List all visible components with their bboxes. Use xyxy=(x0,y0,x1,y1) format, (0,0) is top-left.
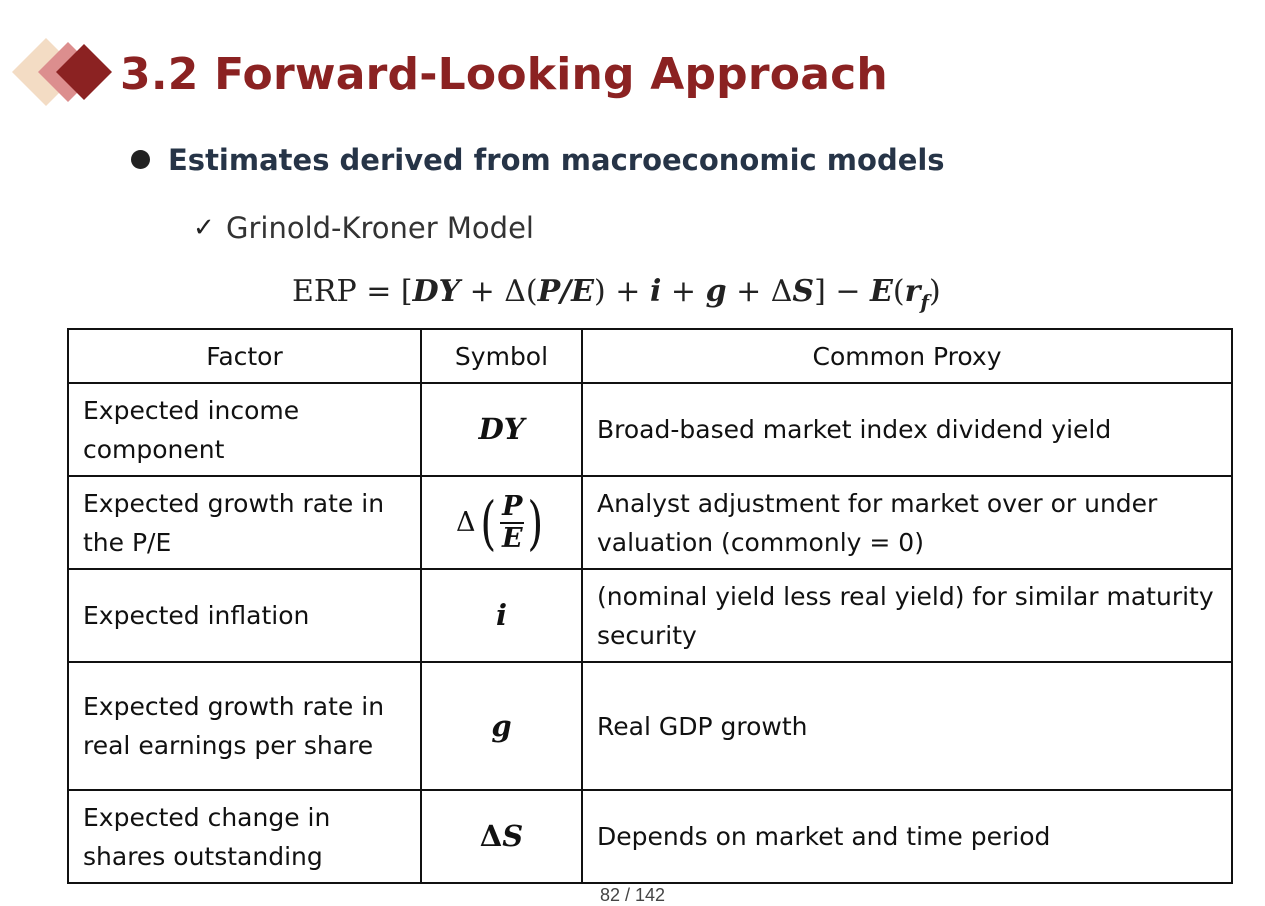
factor-cell: Expected income component xyxy=(67,382,422,477)
proxy-cell: Real GDP growth xyxy=(581,661,1233,791)
delta-symbol: Δ xyxy=(479,819,503,853)
page-number: 82 / 142 xyxy=(600,885,666,905)
formula-part: ] − xyxy=(814,274,871,309)
header-factor: Factor xyxy=(67,328,422,384)
formula-part: ( xyxy=(892,274,905,309)
table-row: Expected inflation i (nominal yield less… xyxy=(67,568,1233,663)
formula-part: + xyxy=(661,274,706,309)
table-row: Expected income component DY Broad-based… xyxy=(67,382,1233,477)
header-symbol: Symbol xyxy=(420,328,583,384)
factor-cell: Expected growth rate in real earnings pe… xyxy=(67,661,422,791)
formula-e: E xyxy=(870,274,893,309)
formula-part: ) + xyxy=(594,274,650,309)
symbol-cell: i xyxy=(420,568,583,663)
erp-formula: ERP = [DY + Δ(P/E) + i + g + ΔS] − E(rf) xyxy=(292,268,941,326)
formula-part: ) xyxy=(929,274,941,309)
factor-cell: Expected change in shares outstanding xyxy=(67,789,422,884)
diamond-cluster-icon xyxy=(12,38,112,106)
proxy-cell: Analyst adjustment for market over or un… xyxy=(581,475,1233,570)
formula-part: + Δ( xyxy=(460,274,538,309)
symbol-s: S xyxy=(502,819,524,853)
formula-part: + Δ xyxy=(726,274,793,309)
model-name: Grinold-Kroner Model xyxy=(226,211,534,245)
fraction-denominator: E xyxy=(501,522,523,554)
factor-cell: Expected inflation xyxy=(67,568,422,663)
formula-f: f xyxy=(920,290,930,314)
formula-dy: DY xyxy=(412,274,461,309)
page-title: 3.2 Forward-Looking Approach xyxy=(120,49,888,100)
checkmark-icon: ✓ xyxy=(193,213,215,243)
formula-g: g xyxy=(705,274,727,309)
table-header-row: Factor Symbol Common Proxy xyxy=(67,328,1233,384)
factor-cell: Expected growth rate in the P/E xyxy=(67,475,422,570)
proxy-cell: Broad-based market index dividend yield xyxy=(581,382,1233,477)
fraction-numerator: P xyxy=(500,490,525,524)
symbol-cell: g xyxy=(420,661,583,791)
table-row: Expected growth rate in the P/E Δ ( P E … xyxy=(67,475,1233,570)
bullet-dot-icon xyxy=(131,150,150,169)
bullet-text: Estimates derived from macroeconomic mod… xyxy=(168,143,945,177)
factors-table: Factor Symbol Common Proxy Expected inco… xyxy=(67,328,1233,884)
formula-s: S xyxy=(792,274,815,309)
formula-part: = [ xyxy=(356,274,413,309)
formula-i: i xyxy=(649,274,662,309)
symbol-cell: ΔS xyxy=(420,789,583,884)
delta-symbol: Δ xyxy=(455,507,476,538)
formula-lhs: ERP xyxy=(292,274,357,309)
table-row: Expected growth rate in real earnings pe… xyxy=(67,661,1233,791)
pe-fraction: Δ ( P E ) xyxy=(455,488,544,557)
symbol-cell: DY xyxy=(420,382,583,477)
formula-r: r xyxy=(904,274,921,309)
header-proxy: Common Proxy xyxy=(581,328,1233,384)
symbol-cell: Δ ( P E ) xyxy=(420,475,583,570)
proxy-cell: (nominal yield less real yield) for simi… xyxy=(581,568,1233,663)
table-row: Expected change in shares outstanding ΔS… xyxy=(67,789,1233,884)
formula-pe: P/E xyxy=(537,274,595,309)
proxy-cell: Depends on market and time period xyxy=(581,789,1233,884)
